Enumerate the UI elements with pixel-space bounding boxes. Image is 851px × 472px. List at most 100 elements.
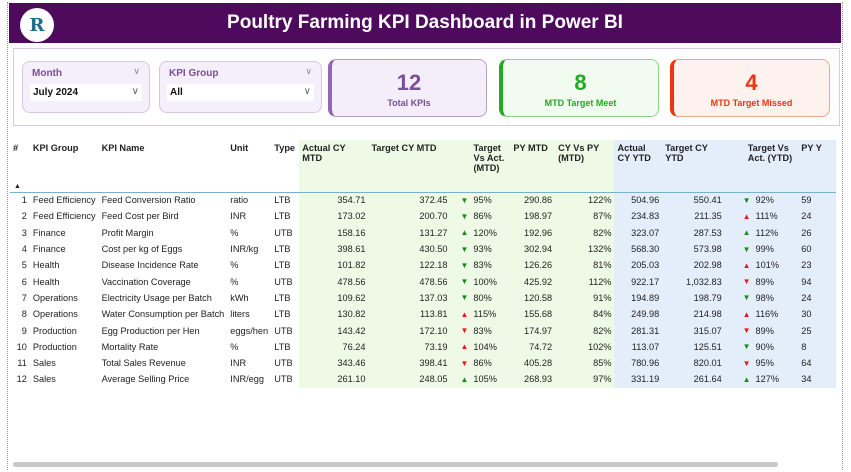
table-cell: Profit Margin (101, 227, 154, 238)
table-cell: 3 (21, 227, 27, 238)
column-header[interactable]: CY Vs PY (MTD) (555, 140, 615, 193)
column-header[interactable]: Target Vs Act. (MTD) (450, 140, 511, 193)
column-header-label: # (13, 143, 19, 153)
table-cell: UTB (274, 276, 293, 287)
table-cell: Feed Cost per Bird (101, 211, 179, 222)
column-header[interactable]: PY MTD (510, 140, 556, 193)
total-kpis-card: 12 Total KPIs (328, 59, 487, 117)
column-header[interactable]: # ▲ (10, 140, 30, 193)
table-cell: 122.18 (368, 257, 451, 274)
table-cell: 87% (555, 208, 615, 225)
column-header[interactable]: KPI Group (29, 140, 99, 193)
table-cell: 99% (752, 240, 799, 258)
kpi-group-dropdown[interactable]: All ∨ (167, 84, 314, 101)
table-cell: 84% (555, 306, 615, 323)
table-cell: 116% (752, 306, 799, 323)
table-cell: 137.03 (368, 289, 451, 307)
arrow-down-icon: ▼ (724, 338, 753, 355)
table-cell: eggs/hen (230, 325, 269, 336)
table-cell: 86% (470, 354, 511, 372)
table-cell: 1 (21, 195, 27, 206)
table-cell: 26 (798, 224, 836, 241)
table-cell: LTB (274, 260, 291, 271)
arrow-up-icon: ▲ (450, 306, 471, 323)
table-cell: LTB (274, 244, 291, 255)
table-row[interactable]: 6 Health Vaccination Coverage% UTB 478.56 478… (10, 273, 836, 290)
table-row[interactable]: 7 Operations Electricity Usage per Batch kW… (10, 289, 836, 307)
table-cell: 268.93 (510, 371, 556, 388)
table-cell: 82% (555, 322, 615, 339)
arrow-down-icon: ▼ (450, 240, 471, 258)
table-cell: ratio (230, 195, 249, 206)
table-cell: 125.51 (662, 338, 725, 355)
table-cell: 331.19 (614, 371, 663, 388)
table-cell: 198.97 (510, 208, 556, 225)
table-row[interactable]: 10 Production Mortality Rate% LTB 76.24 73.19… (10, 338, 836, 355)
arrow-up-icon: ▲ (450, 338, 471, 355)
month-dropdown[interactable]: July 2024 ∨ (30, 84, 142, 101)
arrow-down-icon: ▼ (450, 257, 471, 274)
column-header[interactable]: PY Y (798, 140, 836, 193)
column-header[interactable]: Target CY YTD (662, 140, 725, 193)
table-row[interactable]: 8 Operations Water Consumption per Batch li… (10, 306, 836, 323)
table-row[interactable]: 4 Finance Cost per kg of Eggs INR/kg LTB 398.… (10, 240, 836, 258)
chevron-down-icon[interactable]: ∨ (133, 66, 140, 76)
table-cell: 64 (798, 354, 836, 372)
table-cell: 23 (798, 257, 836, 274)
logo: R (20, 8, 54, 42)
column-header[interactable]: Actual CY MTD (299, 140, 369, 193)
table-cell: 6 (21, 276, 27, 287)
table-cell: 82% (555, 224, 615, 241)
table-row[interactable]: 3 Finance Profit Margin% UTB 158.16 131.27 ▲ 12… (10, 224, 836, 241)
table-cell: INR/kg (230, 244, 259, 255)
table-row[interactable]: 1 Feed Efficiency Feed Conversion Ratio rat… (10, 192, 836, 209)
table-cell: 76.24 (299, 338, 369, 355)
table-cell: Water Consumption per Batch (101, 309, 225, 320)
column-header[interactable]: Type (271, 140, 300, 193)
month-label: Month (32, 68, 62, 79)
table-cell: 93% (470, 240, 511, 258)
column-header[interactable]: Actual CY YTD (614, 140, 663, 193)
month-slicer[interactable]: Month ∨ July 2024 ∨ (22, 61, 150, 113)
table-row[interactable]: 5 Health Disease Incidence Rate% LTB 101.82 1… (10, 257, 836, 274)
column-header[interactable]: Target CY MTD (368, 140, 451, 193)
horizontal-scrollbar[interactable] (13, 462, 778, 467)
table-row[interactable]: 12 Sales Average Selling Price INR/egg UTB 26… (10, 371, 836, 388)
table-row[interactable]: 11 Sales Total Sales Revenue INR UTB 343.46 39… (10, 354, 836, 372)
arrow-up-icon: ▲ (724, 208, 753, 225)
column-header[interactable]: Target Vs Act. (YTD) (724, 140, 799, 193)
table-cell: 143.42 (299, 322, 369, 339)
table-cell: Finance (32, 227, 66, 238)
table-cell: 89% (752, 322, 799, 339)
arrow-down-icon: ▼ (724, 192, 753, 209)
sort-ascending-icon[interactable]: ▲ (14, 182, 21, 190)
table-cell: 131.27 (368, 224, 451, 241)
arrow-up-icon: ▲ (724, 306, 753, 323)
arrow-down-icon: ▼ (724, 240, 753, 258)
month-value: July 2024 (33, 87, 79, 98)
column-header-label: Target CY YTD (665, 143, 708, 163)
table-cell: 60 (798, 240, 836, 258)
table-cell: Cost per kg of Eggs (101, 244, 183, 255)
chevron-down-icon[interactable]: ∨ (305, 66, 312, 76)
table-cell: 214.98 (662, 306, 725, 323)
column-header-label: Type (274, 143, 296, 153)
card-label: Total KPIs (387, 98, 431, 108)
table-cell: kWh (230, 292, 249, 303)
table-cell: 30 (798, 306, 836, 323)
kpi-table[interactable]: # ▲ KPI Group KPI Name Unit Type Actual CY MTD… (10, 140, 836, 390)
table-cell: 122% (555, 192, 615, 209)
kpi-group-slicer[interactable]: KPI Group ∨ All ∨ (159, 61, 322, 113)
report-canvas (7, 2, 843, 470)
table-cell: 290.86 (510, 192, 556, 209)
table-cell: 101.82 (299, 257, 369, 274)
table-cell: % (230, 260, 239, 271)
column-header[interactable]: KPI Name (98, 140, 228, 193)
table-cell: 10 (16, 341, 27, 352)
table-cell: 98% (752, 289, 799, 307)
column-header[interactable]: Unit (227, 140, 272, 193)
table-cell: 1,032.83 (662, 273, 725, 290)
table-cell: 113.07 (614, 338, 663, 355)
table-row[interactable]: 9 Production Egg Production per Hen eggs/he… (10, 322, 836, 339)
table-row[interactable]: 2 Feed Efficiency Feed Cost per Bird INR LTB… (10, 208, 836, 225)
